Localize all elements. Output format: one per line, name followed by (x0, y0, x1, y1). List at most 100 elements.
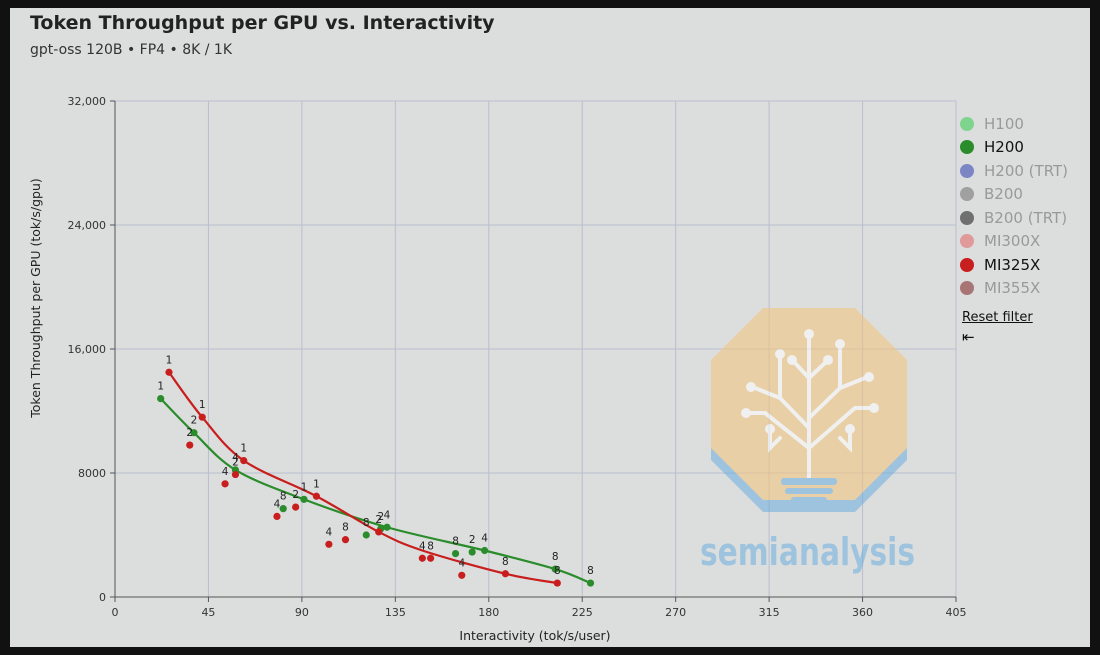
legend-dot-icon (960, 281, 974, 296)
legend-item-mi325x[interactable]: MI325X (960, 253, 1068, 277)
axes: 0 45 90 135 180 225 270 315 360 405 0 8000 16,000 24,… (68, 95, 967, 619)
data-point-h200[interactable] (586, 579, 595, 587)
data-point-h200[interactable] (157, 395, 165, 403)
watermark-text: semianalysis (700, 530, 915, 574)
data-point-mi325x[interactable] (325, 540, 333, 548)
legend-item-mi300x[interactable]: MI300X (960, 230, 1068, 254)
y-tick-label: 8000 (78, 467, 106, 480)
scatter-chart: semianalysis 0 45 90 135 180 225 270 315 360 4050… (28, 95, 967, 643)
legend-label: B200 (TRT) (984, 208, 1068, 227)
x-tick-label: 360 (852, 606, 873, 619)
legend-label: MI325X (984, 255, 1041, 274)
semianalysis-logo-icon: semianalysis (700, 308, 915, 574)
legend-label: MI300X (984, 232, 1041, 251)
y-tick-label: 0 (99, 591, 106, 604)
data-point-label: 8 (342, 522, 349, 534)
x-tick-label: 180 (478, 606, 499, 619)
grid-lines (115, 100, 957, 597)
legend-dot-icon (960, 140, 974, 155)
legend-item-h100[interactable]: H100 (960, 112, 1068, 136)
legend-item-h200-trt[interactable]: H200 (TRT) (960, 159, 1068, 183)
legend-dot-icon (960, 257, 974, 272)
legend-item-h200[interactable]: H200 (960, 136, 1068, 160)
legend-dot-icon (960, 234, 974, 249)
data-point-h200[interactable] (279, 505, 287, 513)
data-point-mi325x[interactable] (341, 536, 350, 544)
data-point-mi325x[interactable] (427, 554, 435, 562)
data-point-label: 8 (554, 565, 561, 577)
data-point-mi325x[interactable] (240, 457, 248, 465)
data-point-label: 4 (384, 509, 391, 521)
series-curves (159, 371, 591, 585)
data-point-label: 8 (427, 540, 434, 552)
legend-label: B200 (984, 185, 1023, 204)
data-point-mi325x[interactable] (501, 570, 509, 578)
series-line-mi325x (168, 371, 558, 585)
x-tick-label: 405 (946, 606, 967, 619)
data-point-label: 4 (458, 557, 465, 569)
data-point-mi325x[interactable] (418, 554, 426, 562)
data-point-label: 2 (469, 534, 476, 546)
data-point-mi325x[interactable] (312, 492, 321, 500)
data-point-label: 8 (552, 551, 559, 563)
legend-label: H200 (984, 138, 1024, 157)
data-point-label: 4 (419, 540, 426, 552)
x-tick-label: 270 (665, 606, 686, 619)
data-point-label: 2 (377, 511, 384, 523)
data-point-h200[interactable] (481, 546, 489, 555)
data-point-mi325x[interactable] (231, 470, 240, 479)
data-point-label: 8 (587, 565, 594, 577)
data-point-mi325x[interactable] (553, 579, 561, 587)
data-point-mi325x[interactable] (221, 480, 229, 488)
data-point-h200[interactable] (468, 548, 476, 556)
data-point-mi325x[interactable] (165, 368, 173, 376)
series-line-h200 (159, 397, 591, 585)
data-point-h200[interactable] (451, 550, 460, 558)
reset-filter-link[interactable]: Reset filter (962, 310, 1033, 325)
data-point-label: 1 (313, 478, 320, 490)
data-point-label: 8 (452, 536, 459, 548)
data-point-mi325x[interactable] (375, 528, 383, 536)
data-point-label: 2 (186, 427, 193, 439)
data-point-label: 2 (191, 415, 198, 427)
legend-item-b200-trt[interactable]: B200 (TRT) (960, 206, 1068, 230)
data-point-mi325x[interactable] (458, 571, 466, 579)
legend-dot-icon (960, 116, 974, 131)
x-tick-label: 0 (112, 606, 119, 619)
x-tick-label: 90 (295, 606, 309, 619)
legend: H100 H200 H200 (TRT) B200 B200 (TRT) MI300X MI… (960, 112, 1068, 300)
x-tick-label: 135 (385, 606, 406, 619)
data-point-label: 2 (232, 457, 239, 469)
data-point-h200[interactable] (300, 495, 308, 503)
data-point-label: 1 (166, 354, 173, 366)
chart-subtitle: gpt-oss 120B • FP4 • 8K / 1K (30, 42, 233, 58)
data-point-label: 4 (274, 498, 281, 510)
data-point-mi325x[interactable] (186, 441, 194, 449)
data-point-label: 4 (481, 533, 488, 545)
legend-label: H200 (TRT) (984, 161, 1069, 180)
y-tick-label: 24,000 (68, 219, 107, 232)
data-point-h200[interactable] (551, 565, 559, 573)
chart-title: Token Throughput per GPU vs. Interactivi… (30, 12, 495, 34)
x-tick-label: 315 (759, 606, 780, 619)
data-point-label: 2 (292, 489, 299, 501)
data-point-mi325x[interactable] (273, 512, 281, 520)
data-point-label: 4 (326, 526, 333, 538)
y-tick-label: 16,000 (68, 343, 107, 356)
legend-label: MI355X (984, 279, 1041, 298)
legend-item-b200[interactable]: B200 (960, 183, 1068, 207)
data-point-h200[interactable] (190, 429, 198, 437)
data-point-label: 8 (502, 556, 509, 568)
legend-item-mi355x[interactable]: MI355X (960, 277, 1068, 301)
data-point-label: 1 (157, 381, 164, 393)
data-point-h200[interactable] (383, 523, 391, 531)
data-point-label: 4 (222, 466, 229, 478)
data-point-mi325x[interactable] (198, 413, 206, 421)
legend-dot-icon (960, 210, 974, 225)
data-point-label: 1 (240, 443, 247, 455)
y-tick-label: 32,000 (68, 95, 107, 108)
data-point-mi325x[interactable] (292, 503, 300, 511)
data-point-h200[interactable] (362, 531, 370, 539)
collapse-panel-icon[interactable]: ⇤ (962, 328, 975, 346)
